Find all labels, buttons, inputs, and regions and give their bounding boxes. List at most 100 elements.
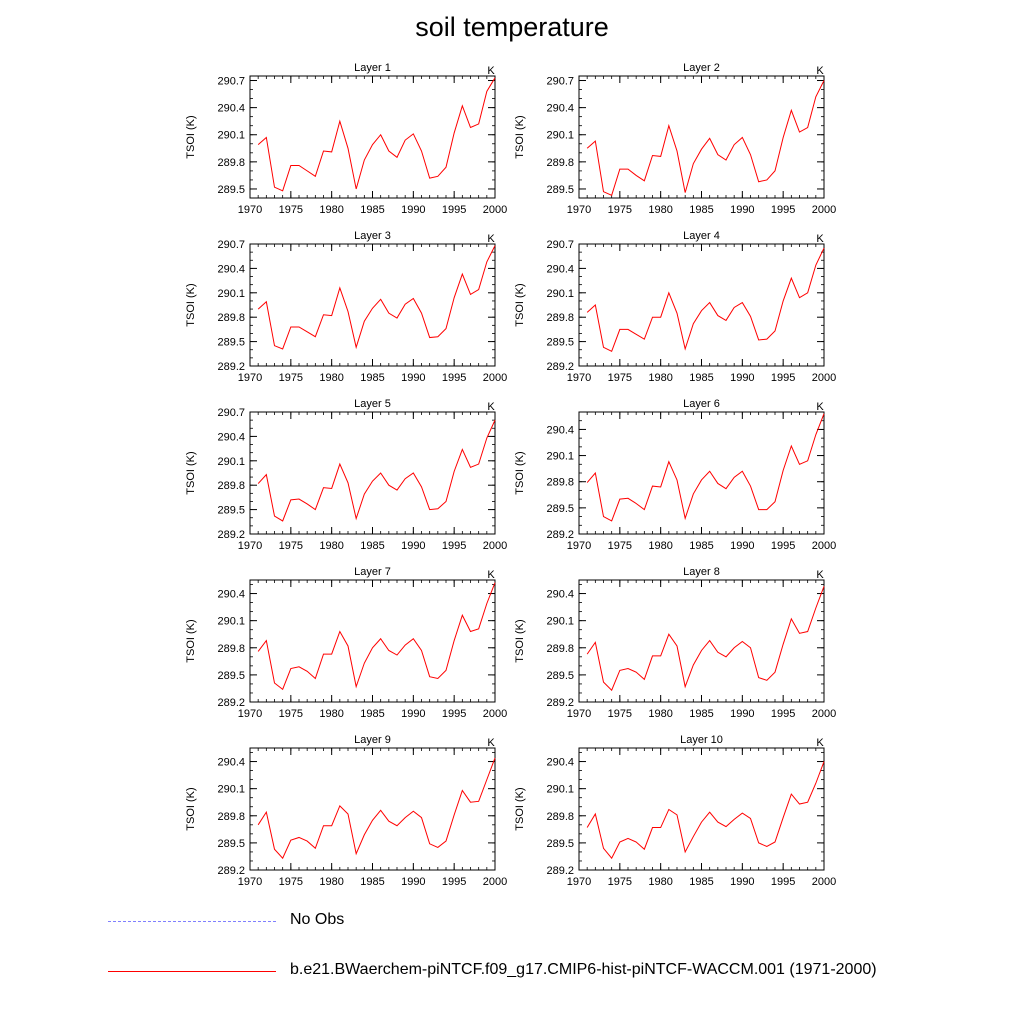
y-tick-label: 290.1: [546, 616, 574, 628]
x-tick-label: 2000: [812, 876, 836, 888]
y-axis-title: TSOI (K): [185, 115, 197, 158]
panel-2: 1970 1975 1980 1985 1990 1995 2000 289.5 289.8 29…: [514, 62, 836, 216]
y-tick-label: 289.8: [546, 811, 574, 823]
x-tick-label: 1990: [730, 204, 754, 216]
series-line: [257, 582, 496, 691]
panel-8: 1970 1975 1980 1985 1990 1995 2000 289.2 289.5 28…: [514, 566, 836, 720]
panel-title: Layer 5: [354, 398, 391, 410]
y-tick-label: 289.5: [546, 337, 574, 349]
panel-5: 1970 1975 1980 1985 1990 1995 2000 289.2 289.5 28…: [185, 398, 507, 552]
panel-units-label: K: [487, 65, 495, 77]
panel-6: 1970 1975 1980 1985 1990 1995 2000 289.2 289.5 28…: [514, 398, 836, 552]
y-tick-label: 290.1: [217, 130, 245, 142]
x-tick-label: 1980: [648, 540, 672, 552]
x-tick-label: 2000: [483, 540, 507, 552]
x-tick-label: 2000: [812, 708, 836, 720]
panel-title: Layer 4: [683, 230, 720, 242]
y-tick-label: 290.4: [546, 757, 574, 769]
plot-frame: [249, 747, 496, 871]
x-tick-label: 1995: [442, 540, 466, 552]
panel-1: 1970 1975 1980 1985 1990 1995 2000 289.5 289.8 29…: [185, 62, 507, 216]
y-tick-label: 289.2: [546, 361, 574, 373]
y-tick-label: 290.4: [546, 424, 574, 436]
panel-9: 1970 1975 1980 1985 1990 1995 2000 289.2 289.5 28…: [185, 734, 507, 888]
x-tick-label: 1990: [730, 708, 754, 720]
panel-units-label: K: [487, 737, 495, 749]
series-line: [586, 247, 825, 353]
x-tick-label: 1975: [608, 372, 632, 384]
x-tick-label: 1985: [360, 372, 384, 384]
series-line: [257, 245, 496, 350]
x-tick-label: 1975: [608, 204, 632, 216]
plot-frame: [578, 411, 825, 535]
panel-10: 1970 1975 1980 1985 1990 1995 2000 289.2 289.5 28…: [514, 734, 836, 888]
series-line: [257, 419, 496, 522]
legend-item-model-run: b.e21.BWaerchem-piNTCF.f09_g17.CMIP6-his…: [108, 960, 988, 984]
x-tick-label: 2000: [483, 708, 507, 720]
x-tick-label: 2000: [812, 540, 836, 552]
panel-units-label: K: [487, 401, 495, 413]
x-tick-label: 1970: [567, 372, 591, 384]
y-tick-label: 289.5: [546, 503, 574, 515]
panel-units-label: K: [487, 233, 495, 245]
x-tick-label: 1980: [319, 204, 343, 216]
y-tick-label: 290.7: [546, 76, 574, 88]
y-tick-label: 289.8: [217, 480, 245, 492]
x-tick-label: 1990: [401, 708, 425, 720]
legend-swatch-solid: [108, 971, 276, 972]
y-axis-title: TSOI (K): [185, 451, 197, 494]
x-tick-label: 1995: [771, 540, 795, 552]
x-tick-label: 1980: [319, 372, 343, 384]
y-tick-label: 289.8: [546, 312, 574, 324]
plot-frame: [578, 243, 825, 367]
x-tick-label: 1985: [689, 708, 713, 720]
y-tick-label: 290.1: [546, 288, 574, 300]
x-tick-label: 1980: [648, 372, 672, 384]
x-tick-label: 1990: [401, 372, 425, 384]
y-tick-label: 290.7: [217, 76, 245, 88]
panel-units-label: K: [816, 65, 824, 77]
plot-frame: [578, 75, 825, 199]
y-tick-label: 289.2: [546, 865, 574, 877]
panel-units-label: K: [816, 233, 824, 245]
y-tick-label: 290.4: [546, 263, 574, 275]
series-line: [257, 757, 496, 860]
y-axis-title: TSOI (K): [514, 787, 526, 830]
panel-title: Layer 8: [683, 566, 720, 578]
x-tick-label: 1980: [319, 876, 343, 888]
legend-label: b.e21.BWaerchem-piNTCF.f09_g17.CMIP6-his…: [290, 961, 877, 978]
y-tick-label: 290.4: [217, 757, 245, 769]
x-tick-label: 1985: [689, 540, 713, 552]
x-tick-label: 1975: [279, 204, 303, 216]
x-tick-label: 1980: [319, 708, 343, 720]
y-tick-label: 289.8: [217, 811, 245, 823]
x-tick-label: 1985: [360, 540, 384, 552]
x-tick-label: 1985: [360, 708, 384, 720]
y-tick-label: 290.1: [217, 616, 245, 628]
x-tick-label: 1970: [238, 372, 262, 384]
y-tick-label: 289.5: [217, 184, 245, 196]
x-tick-label: 1975: [279, 372, 303, 384]
x-tick-label: 1990: [401, 540, 425, 552]
x-tick-label: 1995: [771, 876, 795, 888]
x-tick-label: 1970: [567, 876, 591, 888]
y-tick-label: 290.1: [217, 456, 245, 468]
x-tick-label: 1985: [360, 204, 384, 216]
series-line: [257, 77, 496, 192]
series-line: [586, 586, 825, 692]
x-tick-label: 1975: [608, 876, 632, 888]
y-tick-label: 290.4: [217, 263, 245, 275]
y-tick-label: 289.2: [546, 529, 574, 541]
x-tick-label: 1995: [442, 708, 466, 720]
y-tick-label: 290.1: [546, 451, 574, 463]
y-tick-label: 289.8: [546, 477, 574, 489]
x-tick-label: 2000: [483, 204, 507, 216]
y-tick-label: 290.1: [217, 288, 245, 300]
x-tick-label: 1975: [279, 876, 303, 888]
x-tick-label: 1985: [689, 204, 713, 216]
series-line: [586, 413, 825, 522]
y-tick-label: 290.7: [217, 239, 245, 251]
y-tick-label: 290.4: [217, 431, 245, 443]
panel-units-label: K: [816, 401, 824, 413]
